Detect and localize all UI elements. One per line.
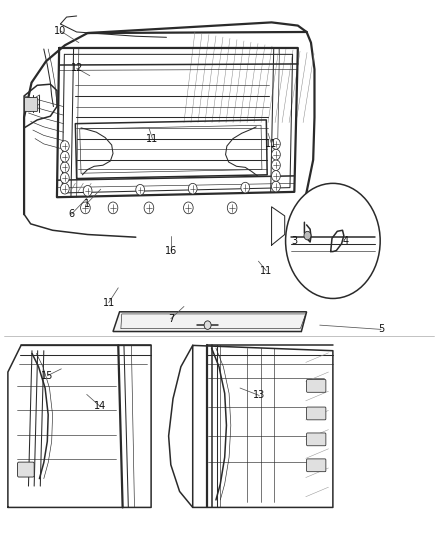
FancyBboxPatch shape [307, 459, 326, 472]
FancyBboxPatch shape [25, 98, 38, 111]
Text: 13: 13 [253, 391, 265, 400]
Text: 15: 15 [41, 371, 53, 381]
Circle shape [304, 231, 311, 240]
Circle shape [60, 151, 69, 162]
Circle shape [241, 182, 250, 193]
FancyBboxPatch shape [307, 407, 326, 420]
Text: 11: 11 [102, 298, 115, 308]
Circle shape [272, 181, 280, 192]
Circle shape [60, 173, 69, 183]
FancyBboxPatch shape [18, 462, 34, 477]
Circle shape [108, 202, 118, 214]
Circle shape [204, 321, 211, 329]
Circle shape [188, 183, 197, 194]
Circle shape [272, 149, 280, 160]
Circle shape [60, 141, 69, 151]
Text: 3: 3 [291, 236, 297, 246]
Text: 16: 16 [165, 246, 177, 255]
FancyBboxPatch shape [307, 433, 326, 446]
Circle shape [272, 171, 280, 181]
Text: 12: 12 [71, 63, 83, 73]
Text: 4: 4 [343, 236, 349, 246]
Text: 6: 6 [68, 209, 74, 219]
Circle shape [227, 202, 237, 214]
Text: 7: 7 [168, 314, 174, 324]
Circle shape [81, 202, 90, 214]
Circle shape [286, 183, 380, 298]
Circle shape [83, 185, 92, 196]
Polygon shape [113, 312, 307, 332]
Text: 1: 1 [84, 199, 90, 208]
Text: 11: 11 [146, 134, 159, 143]
Circle shape [60, 162, 69, 173]
Circle shape [144, 202, 154, 214]
Text: 10: 10 [54, 26, 67, 36]
Circle shape [272, 160, 280, 171]
Circle shape [184, 202, 193, 214]
Circle shape [60, 183, 69, 194]
Circle shape [136, 184, 145, 195]
Text: 11: 11 [260, 266, 272, 276]
Text: 5: 5 [378, 325, 384, 334]
Text: 14: 14 [94, 401, 106, 411]
FancyBboxPatch shape [307, 379, 326, 392]
Circle shape [272, 139, 280, 149]
Text: 11: 11 [265, 139, 278, 149]
